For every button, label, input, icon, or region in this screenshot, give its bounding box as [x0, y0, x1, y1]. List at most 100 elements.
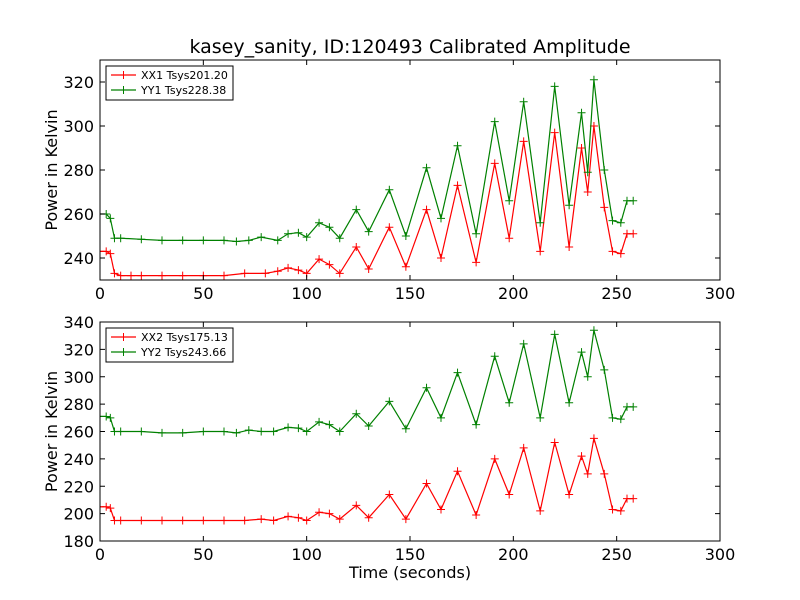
data-point — [401, 232, 410, 240]
data-point — [583, 469, 592, 478]
data-point — [106, 413, 115, 422]
data-point — [127, 271, 135, 280]
data-point — [600, 365, 609, 374]
data-point — [273, 267, 282, 276]
legend-box — [105, 327, 234, 363]
data-point — [490, 117, 499, 126]
x-tick-label: 50 — [193, 284, 213, 303]
y-tick-label: 180 — [63, 532, 94, 551]
data-point — [608, 216, 617, 225]
x-tick-label: 100 — [291, 545, 322, 564]
y-tick-label: 280 — [63, 161, 94, 180]
data-point — [294, 513, 303, 522]
data-point — [244, 426, 253, 435]
y-tick-label: 240 — [63, 249, 94, 268]
y-tick-label: 320 — [63, 340, 94, 359]
data-point — [536, 506, 545, 515]
data-point — [315, 218, 324, 227]
legend-label: YY2 Tsys243.66 — [140, 346, 226, 359]
data-point — [401, 515, 410, 524]
data-point — [178, 516, 187, 525]
data-point — [385, 185, 394, 194]
data-point — [437, 214, 445, 223]
data-point — [199, 516, 208, 525]
data-point — [178, 236, 187, 245]
y-axis-label: Power in Kelvin — [42, 371, 61, 492]
data-point — [294, 228, 303, 237]
data-point — [519, 443, 528, 452]
data-point — [284, 423, 293, 432]
data-point — [422, 479, 431, 488]
data-point — [608, 247, 617, 256]
data-point — [608, 505, 617, 514]
data-point — [505, 490, 514, 499]
data-point — [453, 467, 462, 476]
data-point — [261, 269, 270, 278]
data-point — [137, 271, 146, 280]
data-point — [437, 505, 445, 514]
x-tick-label: 0 — [95, 545, 105, 564]
x-tick-label: 100 — [291, 284, 322, 303]
x-tick-label: 300 — [705, 284, 736, 303]
data-point — [352, 243, 361, 251]
data-point — [519, 137, 528, 146]
x-tick-label: 0 — [95, 284, 105, 303]
data-point — [422, 205, 431, 214]
bottom-subplot: 0 50 100 150 200 250 300 180 200 220 240 260 280 300 3… — [42, 313, 735, 564]
data-point — [364, 513, 373, 522]
data-point — [232, 428, 241, 437]
data-point — [220, 516, 228, 525]
data-point — [385, 397, 394, 406]
data-point — [269, 427, 278, 436]
data-point — [401, 262, 410, 271]
legend-box — [105, 65, 234, 101]
data-point — [116, 427, 125, 436]
data-point — [577, 144, 586, 152]
data-point — [178, 271, 187, 280]
legend-label: XX1 Tsys201.20 — [141, 69, 228, 82]
data-point — [158, 271, 166, 280]
data-point — [116, 234, 125, 243]
data-point — [315, 417, 324, 426]
data-point — [352, 501, 361, 510]
legend-marker — [119, 333, 128, 341]
x-tick-label: 200 — [498, 545, 529, 564]
data-point — [273, 236, 282, 245]
data-point — [284, 229, 293, 238]
legend: XX1 Tsys201.20 YY1 Tsys228.38 — [105, 65, 234, 101]
data-point — [490, 454, 499, 463]
data-point — [158, 516, 166, 525]
data-point — [352, 205, 361, 214]
x-tick-label: 150 — [395, 284, 426, 303]
data-point — [302, 233, 311, 242]
data-point — [106, 214, 115, 223]
data-point — [137, 427, 146, 436]
y-tick-label: 300 — [63, 117, 94, 136]
data-point — [490, 352, 499, 361]
data-point — [220, 427, 228, 436]
data-point — [550, 82, 559, 91]
data-point — [519, 339, 528, 348]
y-tick-label: 320 — [63, 73, 94, 92]
x-tick-label: 250 — [601, 284, 632, 303]
data-point — [220, 271, 228, 280]
x-axis-label: Time (seconds) — [348, 563, 471, 582]
data-point — [244, 236, 253, 245]
data-point — [550, 438, 559, 447]
data-point — [577, 348, 586, 357]
data-point — [294, 424, 303, 433]
data-point — [352, 409, 361, 418]
data-point — [616, 415, 625, 424]
data-point — [565, 398, 574, 407]
data-point — [240, 516, 249, 525]
data-point — [505, 196, 514, 205]
data-point — [102, 502, 111, 511]
data-point — [325, 223, 334, 232]
data-point — [284, 263, 293, 272]
data-point — [616, 249, 625, 258]
data-point — [565, 243, 574, 251]
data-point — [600, 469, 609, 478]
data-point — [335, 269, 344, 278]
data-point — [364, 227, 373, 236]
